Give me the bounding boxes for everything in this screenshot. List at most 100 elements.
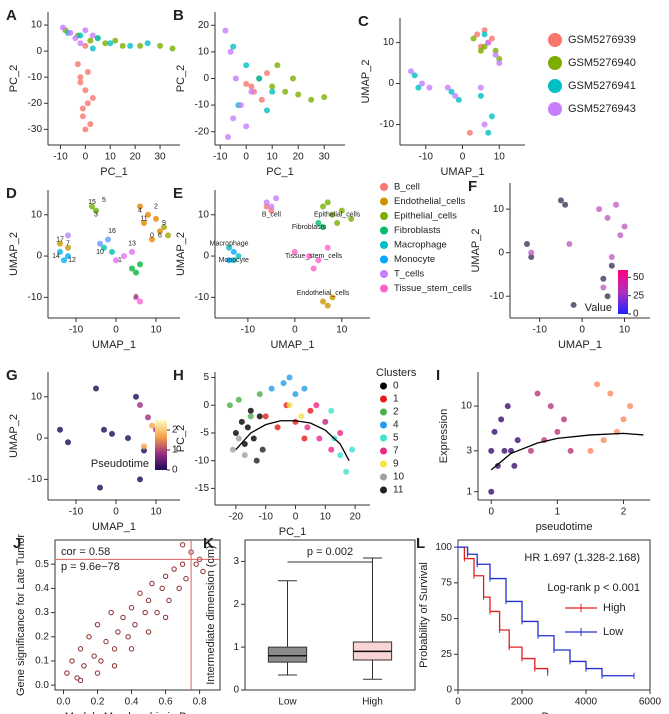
legend-label: Low	[603, 626, 623, 638]
y-tick-label: 0.3	[35, 607, 49, 618]
data-point	[64, 670, 70, 676]
x-tick-label: 2	[621, 507, 627, 518]
y-tick-label: 10	[493, 204, 505, 215]
y-axis-label: PC_2	[8, 65, 20, 93]
y-tick-label: 5	[203, 372, 209, 383]
y-tick-label: 0	[36, 46, 42, 57]
y-tick-label: 0.5	[35, 559, 49, 570]
legend-swatch	[380, 447, 387, 455]
data-point	[523, 240, 530, 247]
x-tick-label: 30	[319, 152, 331, 163]
x-axis-label: PC_1	[266, 166, 294, 178]
x-axis-label: UMAP_1	[270, 339, 314, 351]
y-tick-label: 0	[233, 685, 239, 696]
data-point	[97, 484, 103, 491]
x-tick-label: Low	[278, 697, 297, 708]
x-axis-label: pseudotime	[536, 521, 593, 533]
data-point	[337, 429, 344, 436]
data-point	[179, 542, 186, 548]
y-axis-label: UMAP_2	[470, 228, 482, 272]
legend-label: B_cell	[394, 182, 420, 193]
x-tick-label: 10	[150, 325, 162, 336]
data-point	[149, 422, 155, 429]
data-point	[84, 100, 91, 107]
cluster-label: 5	[102, 197, 106, 204]
data-point	[561, 416, 567, 423]
data-point	[621, 223, 628, 230]
panel-label: H	[173, 367, 184, 384]
data-point	[107, 40, 114, 47]
legend-swatch	[548, 102, 562, 116]
cluster-label: B_cell	[262, 212, 282, 219]
x-tick-label: 0.2	[91, 697, 105, 708]
data-point	[94, 621, 101, 628]
legend-swatch	[380, 421, 387, 429]
data-point	[474, 31, 481, 38]
axes-frame	[457, 539, 651, 691]
data-point	[230, 115, 237, 122]
data-point	[145, 414, 151, 421]
colorbar-label: 1	[172, 445, 178, 456]
data-point	[298, 413, 305, 420]
data-point	[226, 402, 233, 409]
data-point	[608, 262, 615, 269]
cluster-label: Macrophage	[210, 241, 249, 248]
x-tick-label: 10	[619, 325, 631, 336]
x-tick-label: 4000	[575, 697, 598, 708]
cluster-label: Epithelial_cells	[314, 212, 361, 219]
data-point	[79, 105, 86, 112]
axes-frame	[244, 539, 416, 691]
x-axis-label: UMAP_1	[440, 166, 484, 178]
legend-swatch	[380, 226, 388, 235]
x-tick-label: 20	[293, 152, 305, 163]
colorbar-title: Pseudotime	[91, 458, 149, 470]
y-axis-label: PC_2	[175, 425, 187, 453]
x-tick-label: -10	[53, 152, 68, 163]
data-point	[528, 254, 535, 261]
data-point	[86, 634, 92, 640]
data-point	[137, 42, 144, 49]
legend-label: GSM5276941	[568, 80, 636, 92]
y-axis-label: Expression	[438, 409, 450, 463]
data-point	[337, 452, 344, 459]
panel-label: E	[173, 185, 183, 202]
data-point	[562, 201, 569, 208]
data-point	[594, 381, 601, 388]
colorbar-label: 25	[633, 290, 645, 301]
x-tick-label: -10	[532, 325, 547, 336]
x-tick-label: 0	[83, 152, 89, 163]
data-point	[176, 585, 182, 592]
colorbar	[618, 270, 628, 314]
data-point	[334, 220, 341, 227]
data-point	[129, 265, 135, 272]
data-point	[527, 447, 534, 454]
legend-label: Endothelial_cells	[394, 196, 466, 207]
legend-swatch	[548, 79, 562, 93]
legend-label: 1	[393, 394, 399, 405]
annotation: cor = 0.58	[61, 546, 110, 558]
data-point	[108, 609, 114, 616]
data-point	[137, 261, 143, 268]
x-axis-label: UMAP_1	[92, 521, 136, 533]
data-point	[241, 441, 248, 448]
data-point	[82, 126, 89, 133]
x-tick-label: 0	[113, 325, 119, 336]
data-point	[286, 374, 293, 381]
data-point	[225, 134, 231, 141]
legend-label: T_cells	[394, 269, 424, 280]
x-tick-label: 0.0	[57, 697, 71, 708]
y-tick-label: 10	[198, 209, 210, 220]
data-point	[491, 428, 498, 435]
y-tick-label: 10	[461, 401, 473, 412]
data-point	[121, 253, 127, 260]
data-point	[77, 32, 84, 39]
x-tick-label: 30	[155, 152, 167, 163]
panel-label: J	[13, 535, 21, 552]
data-point	[179, 561, 186, 567]
data-point	[247, 413, 254, 420]
data-point	[162, 573, 169, 579]
data-point	[162, 614, 169, 621]
data-point	[57, 240, 63, 247]
x-axis-label: PC_1	[279, 526, 307, 538]
